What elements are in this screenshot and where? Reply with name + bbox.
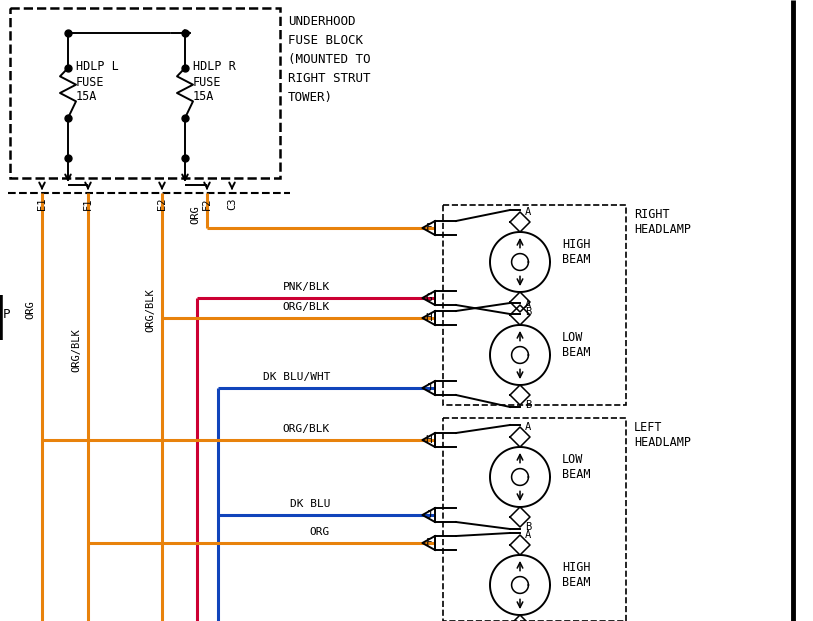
Text: PNK/BLK: PNK/BLK	[283, 282, 330, 292]
Text: H: H	[425, 313, 432, 323]
Text: ORG: ORG	[310, 527, 330, 537]
Text: A: A	[525, 300, 531, 310]
Text: RIGHT
HEADLAMP: RIGHT HEADLAMP	[634, 208, 691, 236]
Text: FUSE BLOCK: FUSE BLOCK	[288, 34, 363, 47]
Text: E1: E1	[37, 198, 47, 211]
Text: F: F	[425, 538, 432, 548]
Text: HDLP R
FUSE
15A: HDLP R FUSE 15A	[193, 60, 236, 104]
Text: RIGHT STRUT: RIGHT STRUT	[288, 72, 371, 85]
Text: (MOUNTED TO: (MOUNTED TO	[288, 53, 371, 66]
Text: B: B	[525, 307, 531, 317]
Text: HDLP L
FUSE
15A: HDLP L FUSE 15A	[76, 60, 119, 104]
Text: DK BLU/WHT: DK BLU/WHT	[263, 372, 330, 382]
Text: ORG/BLK: ORG/BLK	[283, 424, 330, 434]
Text: H: H	[425, 435, 432, 445]
Text: ORG/BLK: ORG/BLK	[71, 328, 81, 372]
Text: TOWER): TOWER)	[288, 91, 333, 104]
Text: UNDERHOOD: UNDERHOOD	[288, 15, 355, 28]
Text: F: F	[425, 223, 432, 233]
Text: J: J	[425, 383, 432, 393]
Text: LEFT
HEADLAMP: LEFT HEADLAMP	[634, 421, 691, 449]
Text: ORG/BLK: ORG/BLK	[283, 302, 330, 312]
Text: ORG/BLK: ORG/BLK	[145, 288, 155, 332]
Text: HIGH
BEAM: HIGH BEAM	[562, 238, 590, 266]
Text: HIGH
BEAM: HIGH BEAM	[562, 561, 590, 589]
Text: LOW
BEAM: LOW BEAM	[562, 331, 590, 359]
Text: P: P	[3, 309, 11, 322]
Text: DK BLU: DK BLU	[289, 499, 330, 509]
Text: F2: F2	[202, 198, 212, 211]
Text: ORG: ORG	[25, 301, 35, 319]
Text: G: G	[425, 293, 432, 303]
Text: B: B	[525, 522, 531, 532]
Text: LOW
BEAM: LOW BEAM	[562, 453, 590, 481]
Text: A: A	[525, 422, 531, 432]
Text: E2: E2	[157, 198, 167, 211]
Text: J: J	[425, 510, 432, 520]
Text: ORG: ORG	[190, 206, 200, 224]
Text: A: A	[525, 207, 531, 217]
Text: A: A	[525, 530, 531, 540]
Text: F1: F1	[83, 198, 93, 211]
Text: B: B	[525, 400, 531, 410]
Text: C3: C3	[227, 198, 237, 211]
